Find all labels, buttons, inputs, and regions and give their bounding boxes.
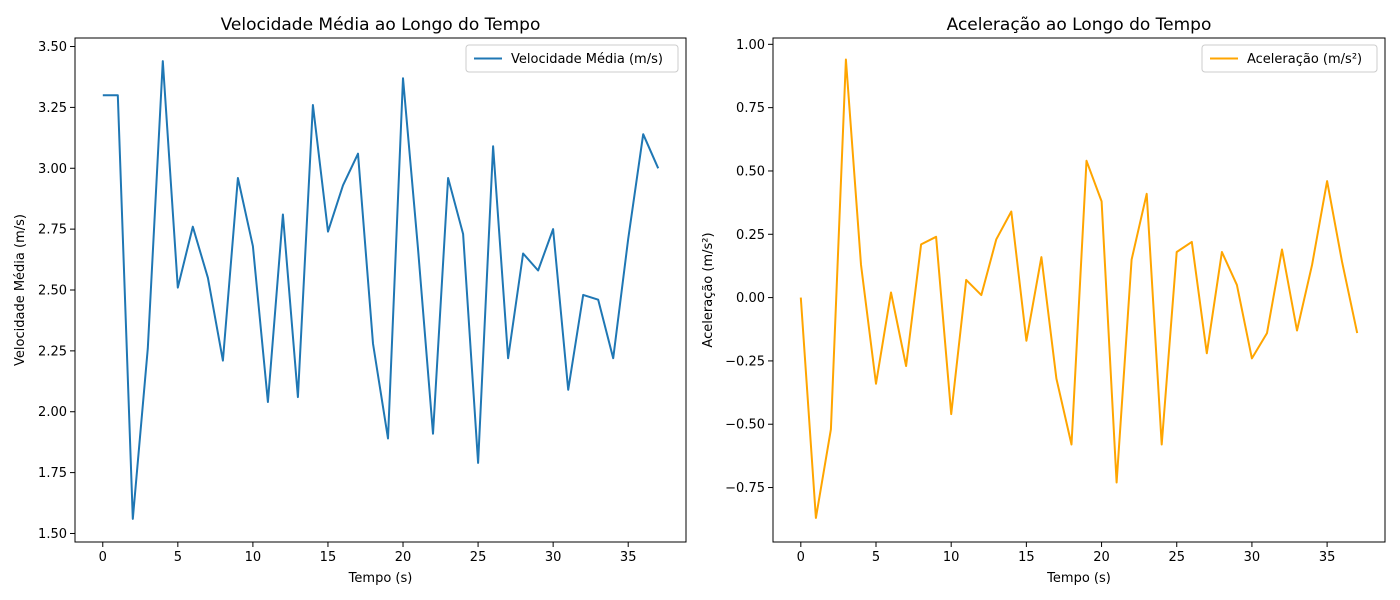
y-tick-label: 1.00 — [736, 38, 765, 53]
x-axis-label: Tempo (s) — [348, 571, 413, 586]
plot-area-frame — [74, 37, 687, 543]
y-tick-label: 0.75 — [736, 101, 765, 116]
y-tick-label: 3.50 — [38, 40, 67, 55]
x-tick-label: 30 — [545, 550, 562, 565]
x-axis-label: Tempo (s) — [1046, 571, 1111, 586]
x-tick-label: 5 — [872, 550, 880, 565]
y-tick-label: −0.50 — [725, 418, 765, 433]
x-tick-label: 10 — [245, 550, 262, 565]
y-tick-label: 2.00 — [38, 405, 67, 420]
plot-area-frame — [772, 37, 1386, 543]
y-tick-label: 0.50 — [736, 164, 765, 179]
velocity-chart-panel: Velocidade Média ao Longo do Tempo 0 5 10 15… — [13, 15, 687, 586]
x-tick-label: 0 — [99, 550, 107, 565]
legend-box — [1201, 44, 1378, 73]
y-tick-label: −0.75 — [725, 481, 765, 496]
series-line — [799, 58, 1359, 519]
acceleration-chart-panel: Aceleração ao Longo do Tempo 0 5 10 15 20 25 30… — [701, 15, 1386, 586]
x-tick-label: 20 — [1093, 550, 1110, 565]
x-tick-label: 5 — [174, 550, 182, 565]
y-axis-label: Velocidade Média (m/s) — [13, 214, 28, 366]
x-tick-label: 25 — [470, 550, 487, 565]
y-tick-label: 2.75 — [38, 223, 67, 238]
legend-label: Aceleração (m/s²) — [1247, 52, 1362, 67]
x-tick-label: 15 — [320, 550, 337, 565]
x-tick-label: 20 — [395, 550, 412, 565]
y-tick-label: 0.00 — [736, 291, 765, 306]
x-tick-label: 25 — [1168, 550, 1185, 565]
x-tick-label: 15 — [1018, 550, 1035, 565]
y-tick-label: 1.75 — [38, 466, 67, 481]
series-line — [102, 60, 660, 520]
y-tick-label: −0.25 — [725, 354, 765, 369]
x-tick-label: 35 — [620, 550, 637, 565]
y-tick-label: 2.25 — [38, 344, 67, 359]
y-tick-label: 3.00 — [38, 162, 67, 177]
y-tick-label: 3.25 — [38, 101, 67, 116]
y-tick-label: 2.50 — [38, 284, 67, 299]
y-tick-label: 1.50 — [38, 527, 67, 542]
legend-label: Velocidade Média (m/s) — [511, 52, 663, 67]
chart-title: Velocidade Média ao Longo do Tempo — [221, 15, 541, 35]
y-tick-label: 0.25 — [736, 228, 765, 243]
x-tick-label: 30 — [1244, 550, 1261, 565]
legend-box — [465, 44, 679, 73]
x-tick-label: 0 — [797, 550, 805, 565]
x-tick-label: 10 — [943, 550, 960, 565]
x-tick-label: 35 — [1319, 550, 1336, 565]
chart-title: Aceleração ao Longo do Tempo — [947, 15, 1212, 35]
y-axis-label: Aceleração (m/s²) — [701, 232, 716, 347]
